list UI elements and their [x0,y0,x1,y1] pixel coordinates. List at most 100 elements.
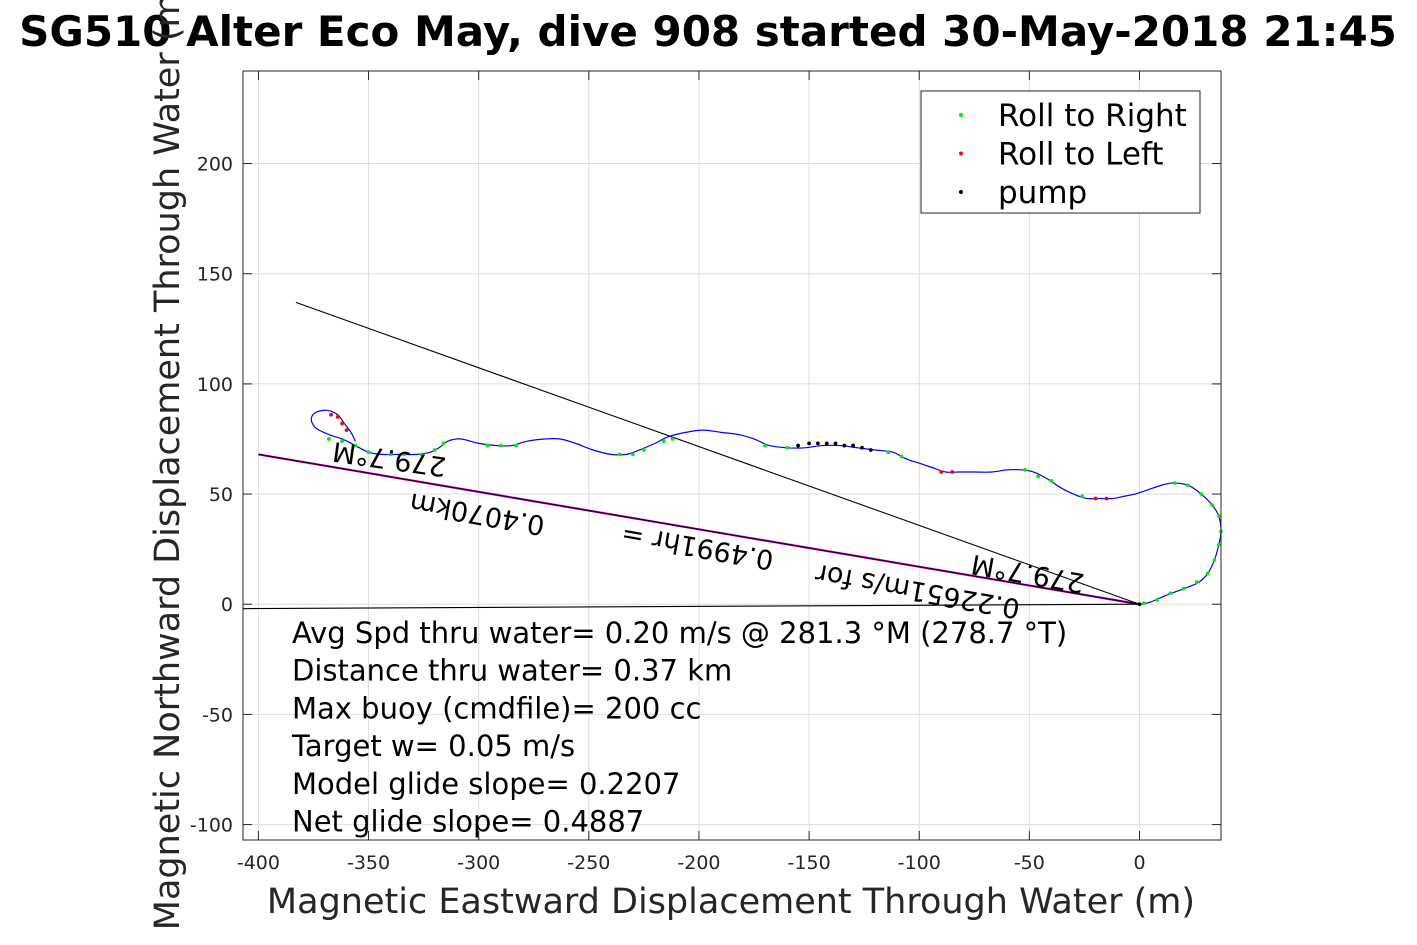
roll-right-point [514,443,519,448]
x-tick-label: -50 [1014,852,1045,874]
stats-block: Avg Spd thru water= 0.20 m/s @ 281.3 °M … [291,616,1067,839]
roll-right-point [401,452,406,457]
plot-frame [242,70,1222,841]
roll-right-point [441,441,446,446]
stat-line: Distance thru water= 0.37 km [292,654,732,688]
stat-line: Net glide slope= 0.4887 [292,805,644,839]
y-tick-label: 50 [209,484,233,506]
roll-left-point [939,470,944,474]
roll-right-point [1155,597,1160,602]
x-tick-label: -150 [788,852,831,874]
roll-left-point [1093,496,1098,501]
roll-right-point [327,437,331,441]
heading-annotation: 279.7°M [331,435,448,482]
stat-line: Model glide slope= 0.2207 [292,767,680,801]
pump-point [816,441,820,446]
pump-point [860,445,864,450]
legend-marker [959,190,963,194]
reference-line [295,301,1140,605]
roll-right-point [661,439,666,444]
legend-marker [959,113,963,117]
grid-lines [243,71,1221,840]
roll-right-point [1194,580,1199,585]
roll-left-point [1104,496,1109,501]
y-tick-label: -100 [190,815,233,837]
x-tick-label: -250 [567,852,610,874]
roll-right-point [1168,591,1173,596]
chart-title: SG510 Alter Eco May, dive 908 started 30… [19,7,1397,56]
roll-right-point [763,443,767,448]
roll-right-point [641,448,646,452]
roll-right-point [1181,586,1186,591]
reference-lines [242,301,1140,610]
y-tick-label: 150 [197,264,233,286]
reference-line [242,603,1140,610]
pump-point [842,443,847,448]
roll-right-point [485,443,490,448]
pump-point [1137,602,1142,607]
roll-right-point [1210,503,1215,507]
pump-point [807,441,811,446]
x-axis-label: Magnetic Eastward Displacement Through W… [267,882,1195,922]
legend-box [920,90,1201,214]
roll-right-point [1080,494,1085,499]
roll-right-point [340,439,345,444]
roll-left-point [329,412,334,417]
axis-ticks: -400 -350 -300 -250 -200 -150 -100 -50 0 -100 -50 0… [190,71,1221,874]
roll-right-point [388,452,393,457]
x-tick-label: 0 [1133,852,1145,874]
roll-right-point [1216,514,1221,518]
legend-marker [959,151,963,156]
roll-right-point [1049,478,1054,483]
roll-left-point [335,415,340,419]
y-tick-label: 100 [197,374,233,396]
x-tick-label: -200 [677,852,720,874]
roll-right-point [1036,474,1041,479]
pump-point [796,443,800,448]
stat-line: Avg Spd thru water= 0.20 m/s @ 281.3 °M … [292,616,1067,650]
roll-left-point [950,470,955,474]
pump-point [868,448,873,452]
heading-annotation: 0.4991hr = [619,518,776,575]
legend-entry-label: Roll to Left [998,137,1164,173]
mean-heading-line [258,453,1140,605]
roll-right-point [1212,558,1217,563]
roll-right-point [1186,483,1190,488]
pump-point [851,443,856,448]
roll-right-point [886,450,891,455]
x-tick-label: -300 [457,852,500,874]
roll-right-point [419,452,424,457]
roll-right-point [498,443,503,448]
roll-right-point [1023,467,1027,472]
roll-right-point [785,445,789,450]
roll-left-point [344,428,349,433]
roll-right-point [353,443,358,448]
roll-right-point [432,448,437,452]
roll-right-point [1216,542,1221,547]
legend-entry-label: pump [998,175,1087,211]
roll-right-point [670,437,675,441]
x-tick-label: -350 [347,852,390,874]
x-tick-label: -400 [237,852,280,874]
y-tick-label: -50 [202,704,233,726]
marker-points [327,412,1223,607]
roll-right-point [617,452,622,457]
roll-right-point [1142,601,1146,606]
y-axis-label: Magnetic Northward Displacement Through … [148,0,188,930]
roll-right-point [366,450,371,455]
y-tick-label: 0 [221,594,233,616]
y-tick-label: 200 [197,154,233,176]
roll-left-point [340,421,345,426]
roll-right-point [1172,481,1177,485]
roll-right-point [1199,492,1204,496]
roll-right-point [1205,571,1210,576]
legend-entry-label: Roll to Right [998,98,1187,134]
stat-line: Target w= 0.05 m/s [291,729,575,763]
x-tick-label: -100 [898,852,941,874]
roll-right-point [630,452,635,457]
pump-point [824,441,829,446]
roll-right-point [899,454,904,459]
